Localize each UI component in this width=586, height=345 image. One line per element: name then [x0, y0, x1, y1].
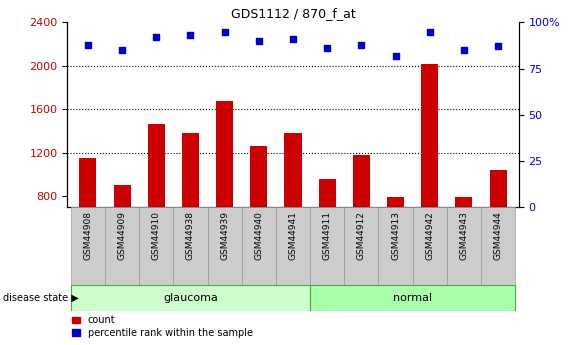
Point [186, 32, 195, 38]
FancyBboxPatch shape [413, 207, 447, 285]
FancyBboxPatch shape [276, 207, 310, 285]
Bar [148, 125, 165, 207]
FancyBboxPatch shape [242, 207, 276, 285]
Point [117, 47, 127, 53]
Point [493, 44, 503, 49]
Legend: count, percentile rank within the sample: count, percentile rank within the sample [72, 315, 253, 338]
FancyBboxPatch shape [379, 207, 413, 285]
Text: GSM44908: GSM44908 [83, 211, 93, 260]
Bar [421, 64, 438, 207]
Text: GSM44939: GSM44939 [220, 211, 229, 260]
Point [425, 29, 434, 34]
Bar [353, 156, 370, 207]
Point [322, 46, 332, 51]
Bar [319, 179, 336, 207]
Point [459, 47, 469, 53]
Bar [455, 197, 472, 207]
Text: GSM44944: GSM44944 [493, 211, 503, 260]
Text: GSM44941: GSM44941 [288, 211, 298, 260]
Text: GSM44909: GSM44909 [118, 211, 127, 260]
FancyBboxPatch shape [310, 285, 515, 310]
Text: GSM44943: GSM44943 [459, 211, 468, 260]
Bar [284, 133, 302, 207]
Text: normal: normal [393, 293, 432, 303]
Point [254, 38, 264, 43]
Text: GSM44910: GSM44910 [152, 211, 161, 260]
Bar [182, 133, 199, 207]
Bar [114, 185, 131, 207]
Point [152, 34, 161, 40]
FancyBboxPatch shape [173, 207, 207, 285]
Text: GSM44913: GSM44913 [391, 211, 400, 260]
Text: GSM44942: GSM44942 [425, 211, 434, 260]
Bar [216, 101, 233, 207]
Bar [79, 158, 97, 207]
Point [391, 53, 400, 58]
Text: glaucoma: glaucoma [163, 293, 218, 303]
Bar [250, 146, 267, 207]
FancyBboxPatch shape [481, 207, 515, 285]
FancyBboxPatch shape [139, 207, 173, 285]
Bar [387, 197, 404, 207]
FancyBboxPatch shape [71, 207, 105, 285]
Text: GSM44938: GSM44938 [186, 211, 195, 260]
FancyBboxPatch shape [345, 207, 379, 285]
Title: GDS1112 / 870_f_at: GDS1112 / 870_f_at [231, 7, 355, 20]
FancyBboxPatch shape [310, 207, 345, 285]
Point [220, 29, 229, 34]
FancyBboxPatch shape [447, 207, 481, 285]
Point [288, 36, 298, 42]
FancyBboxPatch shape [207, 207, 242, 285]
Point [83, 42, 93, 47]
Text: GSM44911: GSM44911 [323, 211, 332, 260]
Point [357, 42, 366, 47]
Text: GSM44912: GSM44912 [357, 211, 366, 260]
Bar [489, 170, 507, 207]
Text: disease state ▶: disease state ▶ [4, 293, 79, 303]
Text: GSM44940: GSM44940 [254, 211, 263, 260]
FancyBboxPatch shape [71, 285, 310, 310]
FancyBboxPatch shape [105, 207, 139, 285]
